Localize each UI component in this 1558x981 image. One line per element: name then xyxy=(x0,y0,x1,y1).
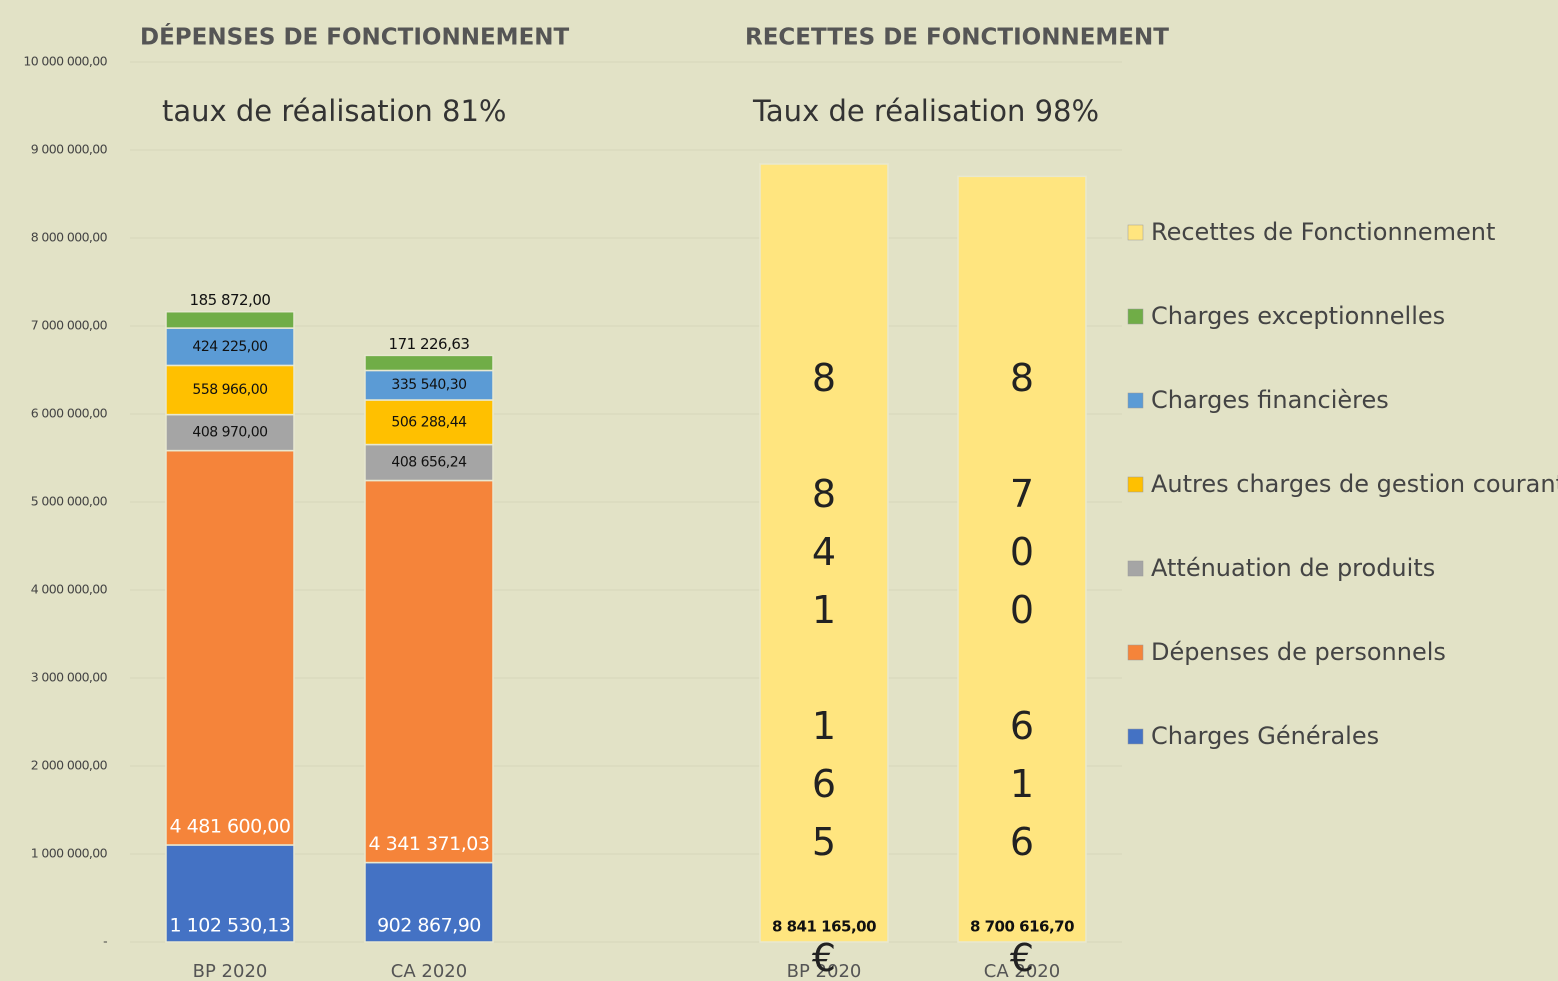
y-tick-label: 10 000 000,00 xyxy=(23,54,107,69)
value-label: 424 225,00 xyxy=(192,339,267,355)
legend-swatch xyxy=(1127,560,1144,577)
legend-label: Charges financières xyxy=(1151,386,1389,414)
annotation: taux de réalisation 81% xyxy=(162,94,507,128)
legend-swatch xyxy=(1127,224,1144,241)
legend-label: Charges Générales xyxy=(1151,722,1379,750)
value-label: 4 481 600,00 xyxy=(170,815,291,837)
annotation: 8 841 165 € xyxy=(802,356,846,981)
x-tick-label: BP 2020 xyxy=(193,961,268,981)
bar-segment xyxy=(165,310,295,329)
y-tick-label: 3 000 000,00 xyxy=(31,670,108,685)
legend-label: Charges exceptionnelles xyxy=(1151,302,1445,330)
value-label: 4 341 371,03 xyxy=(369,833,490,855)
legend-swatch xyxy=(1127,392,1144,409)
value-label: 506 288,44 xyxy=(391,414,467,430)
y-tick-label: 8 000 000,00 xyxy=(31,230,108,245)
value-label: 408 970,00 xyxy=(192,425,267,441)
value-label: 335 540,30 xyxy=(391,377,466,393)
legend-label: Recettes de Fonctionnement xyxy=(1151,218,1495,246)
x-tick-label: CA 2020 xyxy=(984,961,1060,981)
bar-segment xyxy=(165,327,295,367)
legend-swatch xyxy=(1127,728,1144,745)
chart-title: RECETTES DE FONCTIONNEMENT xyxy=(745,25,1169,51)
value-label: 558 966,00 xyxy=(192,382,267,398)
bar-segment xyxy=(364,861,494,943)
x-tick-label: CA 2020 xyxy=(391,961,467,981)
y-tick-label: 1 000 000,00 xyxy=(31,846,108,861)
annotation: 8 700 616 € xyxy=(1000,356,1044,981)
bar-segment xyxy=(364,399,494,446)
value-label: 8 700 616,70 xyxy=(970,918,1074,936)
annotation: Taux de réalisation 98% xyxy=(752,94,1099,128)
value-label: 171 226,63 xyxy=(389,335,470,353)
bar-segment xyxy=(364,479,494,864)
value-label: 8 841 165,00 xyxy=(772,918,876,936)
legend-swatch xyxy=(1127,476,1144,493)
bar-segment xyxy=(165,449,295,846)
bar-segment xyxy=(759,163,889,943)
y-tick-label: 5 000 000,00 xyxy=(31,494,108,509)
bar-segment xyxy=(165,364,295,416)
value-label: 902 867,90 xyxy=(377,915,481,937)
bar-segment xyxy=(957,175,1087,943)
bar-segment xyxy=(364,443,494,482)
y-tick-label: - xyxy=(103,934,107,949)
legend-label: Dépenses de personnels xyxy=(1151,638,1446,666)
legend-label: Atténuation de produits xyxy=(1151,554,1435,582)
legend-swatch xyxy=(1127,644,1144,661)
legend-swatch xyxy=(1127,308,1144,325)
y-tick-label: 4 000 000,00 xyxy=(31,582,108,597)
chart-title: DÉPENSES DE FONCTIONNEMENT xyxy=(140,23,570,51)
x-tick-label: BP 2020 xyxy=(787,961,862,981)
value-label: 408 656,24 xyxy=(391,455,467,471)
bar-segment xyxy=(364,354,494,372)
value-label: 185 872,00 xyxy=(190,291,271,309)
bar-segment xyxy=(364,369,494,401)
bar-segment xyxy=(165,844,295,943)
legend-label: Autres charges de gestion courante xyxy=(1151,470,1558,498)
bar-segment xyxy=(165,413,295,452)
y-tick-label: 2 000 000,00 xyxy=(31,758,108,773)
y-tick-label: 9 000 000,00 xyxy=(31,142,108,157)
y-tick-label: 6 000 000,00 xyxy=(31,406,108,421)
value-label: 1 102 530,13 xyxy=(170,915,291,937)
y-tick-label: 7 000 000,00 xyxy=(31,318,108,333)
